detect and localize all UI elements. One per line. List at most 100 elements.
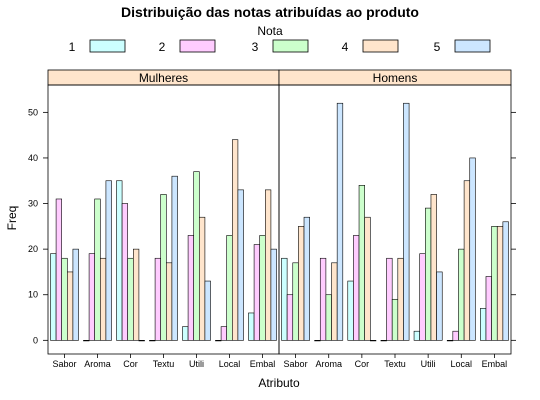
- y-tick-label: 30: [28, 199, 38, 209]
- bar-Mulheres-Utili-4: [199, 216, 206, 341]
- bar-Mulheres-Textu-3: [160, 194, 167, 341]
- legend-label-4: 4: [342, 40, 349, 54]
- bar-Homens-Embal-3: [491, 226, 498, 341]
- bar-Homens-Sabor-3: [292, 262, 299, 341]
- legend-label-2: 2: [159, 40, 166, 54]
- y-tick-label: 0: [33, 335, 38, 345]
- bar-Homens-Aroma-2: [319, 257, 327, 341]
- bar-Homens-Embal-5: [502, 221, 509, 341]
- bar-Homens-Utili-5: [436, 271, 443, 341]
- bar-Mulheres-Utili-5: [204, 280, 211, 341]
- bar-Mulheres-Aroma-4: [100, 257, 107, 341]
- bar-Homens-Textu-1: [380, 340, 387, 342]
- bar-Mulheres-Aroma-1: [83, 340, 90, 342]
- bar-Mulheres-Aroma-5: [105, 180, 112, 341]
- bar-Mulheres-Textu-5: [171, 175, 178, 341]
- legend-swatch-4: [362, 39, 399, 53]
- bar-Mulheres-Local-5: [237, 189, 244, 341]
- bar-Mulheres-Sabor-3: [61, 257, 68, 341]
- legend-swatch-3: [272, 39, 309, 53]
- x-tick-label: Embal: [250, 359, 276, 369]
- bar-Mulheres-Sabor-2: [55, 198, 62, 341]
- bar-Homens-Textu-3: [391, 298, 399, 341]
- bar-Homens-Utili-4: [430, 194, 437, 341]
- y-tick-label: 50: [28, 107, 38, 117]
- bar-Homens-Local-1: [446, 340, 454, 342]
- bar-Homens-Aroma-1: [314, 340, 321, 342]
- bar-Homens-Sabor-2: [286, 294, 294, 341]
- x-tick-label: Textu: [384, 359, 406, 369]
- bar-Homens-Local-2: [452, 330, 459, 341]
- bar-Mulheres-Embal-5: [270, 248, 277, 341]
- bar-Homens-Sabor-4: [298, 226, 305, 341]
- bar-Mulheres-Local-3: [226, 235, 233, 341]
- x-tick-label: Local: [219, 359, 241, 369]
- bar-Mulheres-Sabor-5: [72, 248, 79, 341]
- bar-Mulheres-Embal-4: [265, 189, 272, 341]
- x-tick-label: Cor: [355, 359, 370, 369]
- bar-Homens-Local-5: [469, 157, 476, 341]
- strip-label-0: Mulheres: [139, 71, 188, 85]
- bar-Homens-Utili-3: [425, 207, 432, 341]
- bar-Mulheres-Cor-1: [116, 180, 123, 341]
- bar-Homens-Local-3: [458, 248, 465, 341]
- bar-Homens-Textu-5: [403, 102, 410, 341]
- bar-Homens-Aroma-4: [331, 262, 338, 341]
- y-axis-label: Freq: [5, 206, 19, 231]
- y-tick-label: 10: [28, 290, 38, 300]
- legend-swatch-5: [454, 39, 491, 53]
- x-tick-label: Embal: [482, 359, 508, 369]
- chart-title: Distribuição das notas atribuídas ao pro…: [121, 4, 419, 20]
- y-tick-label: 20: [28, 244, 38, 254]
- bar-Homens-Local-4: [463, 180, 471, 341]
- bar-Homens-Embal-4: [496, 226, 504, 341]
- bar-Homens-Sabor-5: [303, 216, 310, 341]
- legend-label-1: 1: [69, 40, 76, 54]
- bar-Homens-Textu-4: [397, 257, 404, 341]
- bar-Homens-Aroma-5: [336, 102, 344, 341]
- bar-Homens-Cor-2: [353, 235, 360, 341]
- bar-Mulheres-Utili-1: [182, 326, 189, 341]
- bar-Mulheres-Cor-4: [133, 248, 140, 341]
- legend-label-3: 3: [252, 40, 259, 54]
- bar-Mulheres-Aroma-2: [88, 253, 95, 341]
- bar-Mulheres-Embal-1: [248, 312, 255, 341]
- x-tick-label: Local: [451, 359, 473, 369]
- bar-Homens-Cor-1: [347, 280, 354, 341]
- bar-Mulheres-Cor-5: [138, 340, 145, 342]
- y-tick-label: 40: [28, 153, 38, 163]
- legend: 1 2 3 4 5: [69, 39, 491, 54]
- bar-Homens-Textu-2: [386, 257, 393, 341]
- x-tick-label: Aroma: [315, 359, 342, 369]
- x-tick-label: Cor: [123, 359, 138, 369]
- bar-Mulheres-Local-1: [215, 340, 222, 342]
- x-tick-label: Aroma: [84, 359, 111, 369]
- bar-Mulheres-Aroma-3: [94, 198, 101, 341]
- bar-Mulheres-Cor-2: [121, 203, 128, 341]
- bar-Mulheres-Sabor-4: [67, 271, 74, 341]
- bar-Homens-Embal-1: [480, 308, 487, 341]
- bar-Homens-Embal-2: [485, 276, 492, 341]
- bar-Homens-Utili-1: [413, 330, 420, 341]
- x-tick-label: Sabor: [52, 359, 76, 369]
- bar-Mulheres-Sabor-1: [50, 253, 57, 341]
- x-tick-label: Sabor: [284, 359, 308, 369]
- legend-swatch-1: [89, 39, 126, 53]
- bar-Mulheres-Textu-1: [149, 340, 156, 342]
- bar-Mulheres-Utili-2: [187, 235, 194, 341]
- x-tick-label: Utili: [421, 359, 436, 369]
- bar-Mulheres-Cor-3: [127, 257, 134, 341]
- legend-label-5: 5: [434, 40, 441, 54]
- bar-Homens-Cor-5: [370, 340, 377, 342]
- bar-Mulheres-Local-2: [220, 326, 227, 341]
- legend-swatch-2: [179, 39, 216, 53]
- bar-Mulheres-Local-4: [232, 139, 239, 341]
- strip-label-1: Homens: [373, 71, 418, 85]
- x-tick-label: Textu: [153, 359, 175, 369]
- bar-Mulheres-Embal-3: [259, 235, 266, 341]
- x-tick-label: Utili: [189, 359, 204, 369]
- bar-Homens-Cor-4: [364, 216, 371, 341]
- bar-Mulheres-Textu-4: [166, 262, 173, 341]
- legend-title: Nota: [257, 24, 283, 38]
